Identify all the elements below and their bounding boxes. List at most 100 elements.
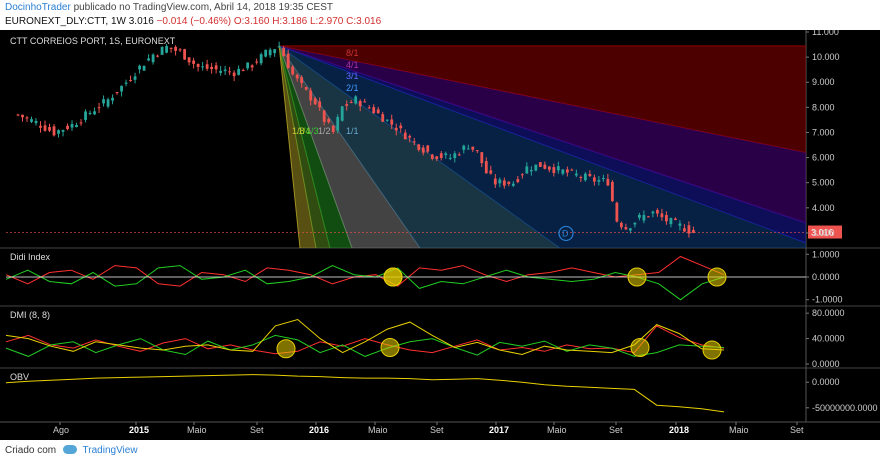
- candle-body: [106, 99, 110, 107]
- highlight-circle: [630, 337, 650, 357]
- candle-body: [619, 222, 623, 228]
- candle-body: [637, 214, 641, 218]
- x-tick-label: 2018: [669, 425, 689, 435]
- tradingview-brand-link[interactable]: TradingView: [82, 445, 138, 456]
- candle-body: [16, 114, 20, 116]
- candle-body: [322, 110, 326, 122]
- candle-body: [592, 177, 596, 182]
- candle-body: [331, 125, 335, 132]
- indicator-series-line: [5, 334, 725, 357]
- candle-body: [547, 166, 551, 170]
- x-tick-label: 2015: [129, 425, 149, 435]
- candle-body: [97, 107, 101, 109]
- candle-body: [448, 157, 452, 159]
- candle-body: [471, 146, 475, 150]
- candle-body: [187, 57, 191, 63]
- highlight-circle: [707, 267, 727, 287]
- gann-fan-zone: [279, 45, 316, 249]
- candle-body: [556, 166, 560, 171]
- candle-body: [426, 145, 430, 152]
- candle-body: [529, 170, 533, 172]
- candle-body: [264, 49, 268, 57]
- candle-body: [417, 144, 421, 150]
- highlight-circle: [380, 337, 400, 357]
- candle-body: [21, 114, 24, 118]
- candle-body: [282, 47, 286, 57]
- y-tick-label: 0.0000: [812, 359, 840, 369]
- candle-body: [498, 179, 502, 184]
- gann-fan-label: 2/1: [346, 83, 359, 93]
- gann-fan-label: 1/8: [292, 126, 305, 136]
- candle-body: [358, 100, 362, 107]
- candle-body: [75, 124, 78, 128]
- candle-body: [241, 70, 245, 72]
- candle-body: [610, 181, 614, 202]
- chart-header: DocinhoTrader publicado no TradingView.c…: [0, 0, 880, 30]
- candle-body: [192, 60, 196, 64]
- candle-body: [507, 181, 511, 185]
- candle-body: [628, 228, 632, 231]
- x-tick-label: Maio: [729, 425, 749, 435]
- candle-body: [457, 154, 461, 156]
- candle-body: [633, 222, 637, 225]
- y-tick-label: 9.000: [812, 77, 835, 87]
- y-tick-label: 40.0000: [812, 334, 845, 344]
- x-tick-label: Maio: [187, 425, 207, 435]
- candle-body: [376, 109, 380, 114]
- candle-body: [156, 55, 159, 57]
- candle-body: [273, 49, 277, 54]
- gann-fan-line: [278, 45, 301, 249]
- y-tick-label: 11.000: [812, 30, 839, 37]
- author-link[interactable]: DocinhoTrader: [5, 2, 71, 13]
- candle-body: [412, 141, 416, 143]
- last-price: 3.016: [128, 16, 154, 27]
- candle-body: [232, 72, 236, 77]
- x-tick-label: Set: [790, 425, 804, 435]
- candle-body: [525, 166, 529, 174]
- highlight-circle: [276, 339, 296, 359]
- candle-body: [385, 119, 389, 121]
- candle-body: [683, 228, 686, 232]
- candle-body: [340, 106, 344, 121]
- candle-body: [124, 82, 128, 84]
- candle-body: [656, 210, 659, 214]
- chart-area[interactable]: 8/1 4/1 3/1 2/1 1/1 1/2 1/3 1/4 1/8 3.016 D CTT COR…: [0, 30, 880, 440]
- symbol-info: EURONEXT_DLY:CTT, 1W 3.016 −0.014 (−0.46…: [5, 16, 381, 27]
- candle-body: [219, 70, 223, 73]
- y-tick-label: 80.0000: [812, 308, 845, 318]
- candle-body: [115, 91, 119, 94]
- candle-body: [300, 77, 304, 84]
- candle-body: [489, 170, 493, 174]
- indicator-pane-title: DMI (8, 8): [10, 310, 50, 320]
- x-tick-label: Ago: [53, 425, 69, 435]
- gann-fan-label: 8/1: [346, 48, 359, 58]
- tradingview-logo-icon: [62, 445, 77, 454]
- x-tick-label: 2017: [489, 425, 509, 435]
- gann-fan-label: 1/3: [306, 126, 319, 136]
- y-tick-label: 10.000: [812, 52, 840, 62]
- candle-body: [57, 130, 60, 134]
- candle-body: [318, 101, 322, 108]
- candle-body: [615, 202, 619, 222]
- candle-body: [201, 66, 205, 68]
- candle-body: [583, 173, 587, 181]
- indicator-series-line: [5, 265, 725, 301]
- candle-body: [147, 58, 150, 61]
- event-marker-icon: [558, 225, 574, 242]
- candle-body: [223, 69, 227, 72]
- gann-fan-label: 1/2: [318, 126, 331, 136]
- candle-body: [390, 119, 394, 125]
- candle-body: [309, 90, 313, 101]
- candle-body: [606, 178, 610, 186]
- indicator-pane-title: Didi Index: [10, 252, 51, 262]
- candle-body: [647, 216, 650, 218]
- last-price-label: 3.016: [811, 228, 834, 238]
- candle-body: [692, 229, 695, 233]
- candle-body: [277, 46, 281, 48]
- candle-body: [250, 65, 254, 68]
- candle-body: [349, 102, 353, 104]
- candle-body: [354, 96, 358, 104]
- candle-body: [435, 156, 439, 160]
- chart-canvas[interactable]: 8/1 4/13/1 2/1 1/1 1/21/31/41/8 3.016 D CTT COR…: [0, 30, 880, 440]
- candle-body: [246, 62, 250, 69]
